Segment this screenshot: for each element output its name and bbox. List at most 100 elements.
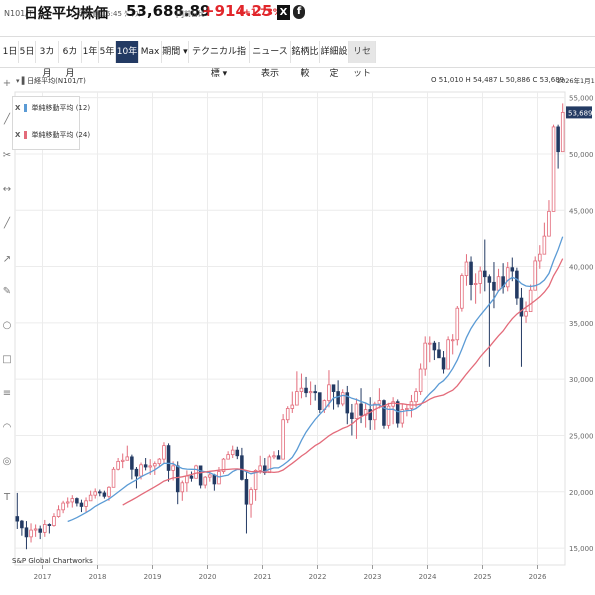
candle-body bbox=[450, 339, 455, 342]
toolbar-button-8[interactable]: 期間 ▾ bbox=[162, 41, 189, 63]
ma12-swatch bbox=[24, 104, 28, 112]
candle-body bbox=[487, 276, 492, 283]
toolbar-button-1[interactable]: 5日 bbox=[19, 41, 36, 63]
target-icon[interactable]: ◎ bbox=[2, 456, 12, 467]
candle-body bbox=[542, 235, 547, 255]
y-tick-label: 35,000 bbox=[569, 320, 594, 328]
candle-body bbox=[460, 275, 464, 309]
y-tick-label: 55,000 bbox=[569, 95, 594, 103]
candle-body bbox=[382, 400, 386, 426]
candle-body bbox=[221, 458, 226, 472]
candle-body bbox=[52, 516, 56, 526]
chart-symbol-label: ▾ ▌日経平均(N101/T) bbox=[16, 77, 86, 85]
pencil-icon[interactable]: ✎ bbox=[2, 286, 12, 297]
candle-body bbox=[556, 126, 560, 153]
quote-header: N101/T 日経平均株価 現在値(15:45 ｸﾞﾗﾌ) 53,688.89 … bbox=[0, 0, 595, 26]
change-label: 前日比 bbox=[184, 10, 205, 18]
ma12-label: 単純移動平均 (12) bbox=[31, 104, 91, 112]
candle-body bbox=[395, 401, 400, 424]
current-price: 53,688.89 bbox=[126, 2, 211, 20]
toolbar-button-3[interactable]: 6カ月 bbox=[59, 41, 82, 79]
candle-body bbox=[171, 465, 175, 471]
candle-body bbox=[88, 494, 93, 502]
y-tick-label: 15,000 bbox=[569, 545, 594, 553]
x-tick-label: 2026 bbox=[529, 573, 547, 581]
candle-body bbox=[354, 403, 359, 419]
candle-body bbox=[340, 392, 345, 405]
toolbar-button-12[interactable]: 詳細設定 bbox=[320, 41, 349, 79]
candle-body bbox=[418, 368, 423, 392]
candle-body bbox=[295, 391, 299, 406]
candle-body bbox=[130, 456, 134, 470]
toolbar-button-0[interactable]: 1日 bbox=[2, 41, 19, 63]
candle-body bbox=[212, 474, 217, 485]
toolbar-button-7[interactable]: Max bbox=[139, 41, 162, 63]
text-tool-icon[interactable]: T bbox=[3, 492, 11, 503]
candle-body bbox=[235, 449, 240, 457]
y-tick-label: 40,000 bbox=[569, 264, 594, 272]
candle-body bbox=[276, 455, 281, 460]
candle-body bbox=[515, 270, 519, 299]
x-tick-label: 2018 bbox=[89, 573, 107, 581]
x-icon[interactable]: X bbox=[277, 5, 290, 20]
price-change-percent: (+1.73%) bbox=[239, 8, 286, 18]
fibonacci-icon[interactable]: ≡ bbox=[2, 388, 12, 399]
trendline-icon[interactable]: ╱ bbox=[3, 114, 11, 125]
toolbar-button-13[interactable]: リセット bbox=[349, 41, 376, 79]
arc-tool-icon[interactable]: ◠ bbox=[2, 422, 12, 433]
indicator-legend: X 単純移動平均 (12) X 単純移動平均 (24) bbox=[12, 96, 90, 150]
candle-body bbox=[313, 391, 317, 394]
candle-body bbox=[208, 474, 212, 478]
candle-body bbox=[175, 465, 180, 493]
toolbar-button-10[interactable]: ニュース表示 bbox=[250, 41, 291, 79]
candle-body bbox=[189, 475, 194, 479]
time-label: 現在値(15:45 ｸﾞﾗﾌ) bbox=[78, 10, 141, 18]
measure-icon[interactable]: ↔ bbox=[2, 184, 12, 195]
candle-body bbox=[148, 465, 152, 468]
candle-body bbox=[230, 449, 235, 456]
ma24-label: 単純移動平均 (24) bbox=[31, 131, 91, 139]
y-tick-label: 45,000 bbox=[569, 207, 594, 215]
candle-body bbox=[194, 465, 198, 479]
candle-body bbox=[162, 445, 166, 460]
candle-body bbox=[29, 529, 33, 538]
candle-body bbox=[143, 464, 148, 468]
candle-body bbox=[20, 520, 24, 529]
toolbar-button-4[interactable]: 1年 bbox=[82, 41, 99, 63]
scissors-icon[interactable]: ✂ bbox=[2, 150, 12, 161]
remove-ma12-icon[interactable]: X bbox=[15, 104, 21, 112]
toolbar-button-6[interactable]: 10年 bbox=[116, 41, 139, 63]
candle-body bbox=[560, 111, 565, 153]
toolbar-button-5[interactable]: 5年 bbox=[99, 41, 116, 63]
crosshair-icon[interactable]: + bbox=[2, 78, 12, 89]
candle-body bbox=[116, 460, 120, 470]
candle-body bbox=[15, 516, 20, 522]
toolbar-button-2[interactable]: 3カ月 bbox=[36, 41, 59, 79]
candle-body bbox=[75, 498, 79, 504]
toolbar-button-11[interactable]: 銘柄比較 bbox=[291, 41, 320, 79]
candle-body bbox=[446, 339, 450, 370]
candle-body bbox=[368, 409, 372, 421]
candle-body bbox=[505, 267, 510, 288]
facebook-icon[interactable]: f bbox=[293, 5, 305, 19]
last-price-label: 53,689 bbox=[568, 109, 593, 117]
candle-body bbox=[47, 524, 52, 526]
candle-body bbox=[267, 456, 272, 474]
ma12-line bbox=[67, 236, 564, 523]
candle-body bbox=[455, 307, 460, 341]
x-tick-label: 2020 bbox=[199, 573, 217, 581]
candle-body bbox=[469, 261, 473, 285]
ray-tool-icon[interactable]: ↗ bbox=[2, 254, 12, 265]
line-tool-icon[interactable]: ╱ bbox=[3, 218, 11, 229]
rectangle-tool-icon[interactable]: □ bbox=[2, 354, 12, 365]
remove-ma24-icon[interactable]: X bbox=[15, 131, 21, 139]
chart-toolbar: 1日 5日 3カ月 6カ月 1年 5年 10年 Max 期間 ▾ テクニカル指標 ▾ ニュース表示銘… bbox=[0, 36, 595, 79]
candle-body bbox=[65, 501, 70, 504]
candle-body bbox=[423, 342, 427, 370]
ma24-line bbox=[122, 258, 564, 506]
toolbar-button-9[interactable]: テクニカル指標 ▾ bbox=[189, 41, 250, 79]
candle-body bbox=[510, 267, 515, 272]
circle-tool-icon[interactable]: ○ bbox=[2, 320, 12, 331]
candle-body bbox=[538, 253, 542, 262]
